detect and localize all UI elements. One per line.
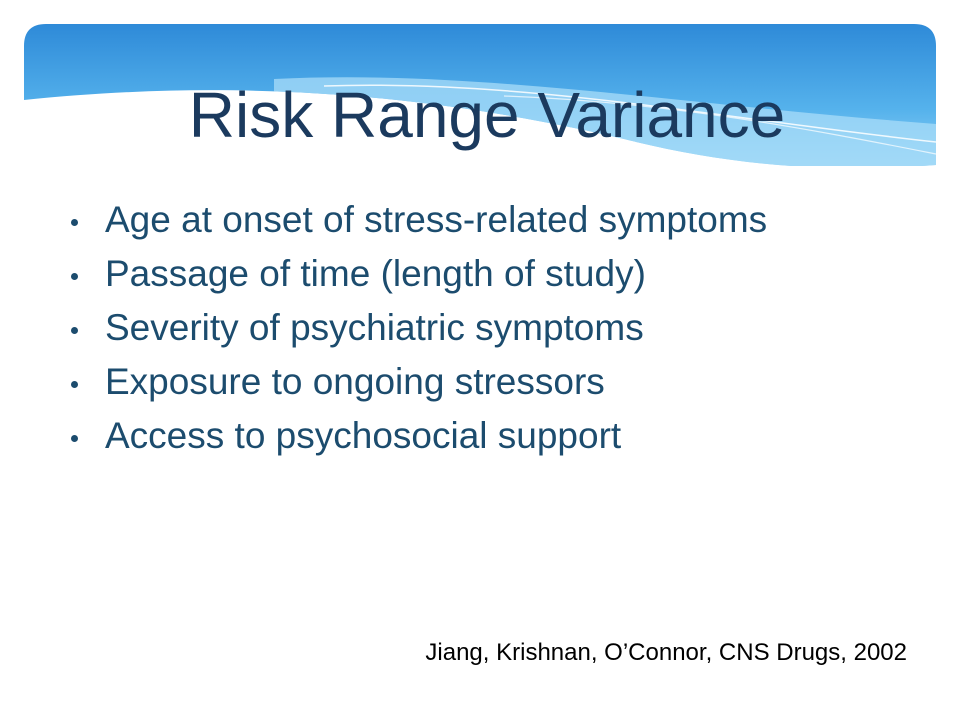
bullet-item: Access to psychosocial support (0, 409, 960, 463)
citation: Jiang, Krishnan, O’Connor, CNS Drugs, 20… (425, 639, 907, 666)
banner-highlight-line (323, 84, 936, 143)
bullet-item: Exposure to ongoing stressors (0, 355, 960, 409)
banner-highlight-line (503, 95, 936, 155)
bullet-list: Age at onset of stress-related symptoms … (0, 193, 960, 463)
bullet-dot (71, 435, 78, 442)
bullet-text: Severity of psychiatric symptoms (105, 307, 644, 348)
bullet-item: Passage of time (length of study) (0, 247, 960, 301)
bullet-dot (71, 219, 78, 226)
bullet-item: Age at onset of stress-related symptoms (0, 193, 960, 247)
slide-title: Risk Range Variance (188, 79, 786, 151)
bullet-text: Exposure to ongoing stressors (105, 361, 605, 402)
bullet-dot (71, 381, 78, 388)
bullet-dot (71, 273, 78, 280)
bullet-text: Passage of time (length of study) (105, 253, 646, 294)
bullet-text: Age at onset of stress-related symptoms (105, 199, 768, 240)
bullet-dot (71, 327, 78, 334)
bullet-text: Access to psychosocial support (105, 415, 622, 456)
header-banner (24, 24, 936, 166)
bullet-item: Severity of psychiatric symptoms (0, 301, 960, 355)
